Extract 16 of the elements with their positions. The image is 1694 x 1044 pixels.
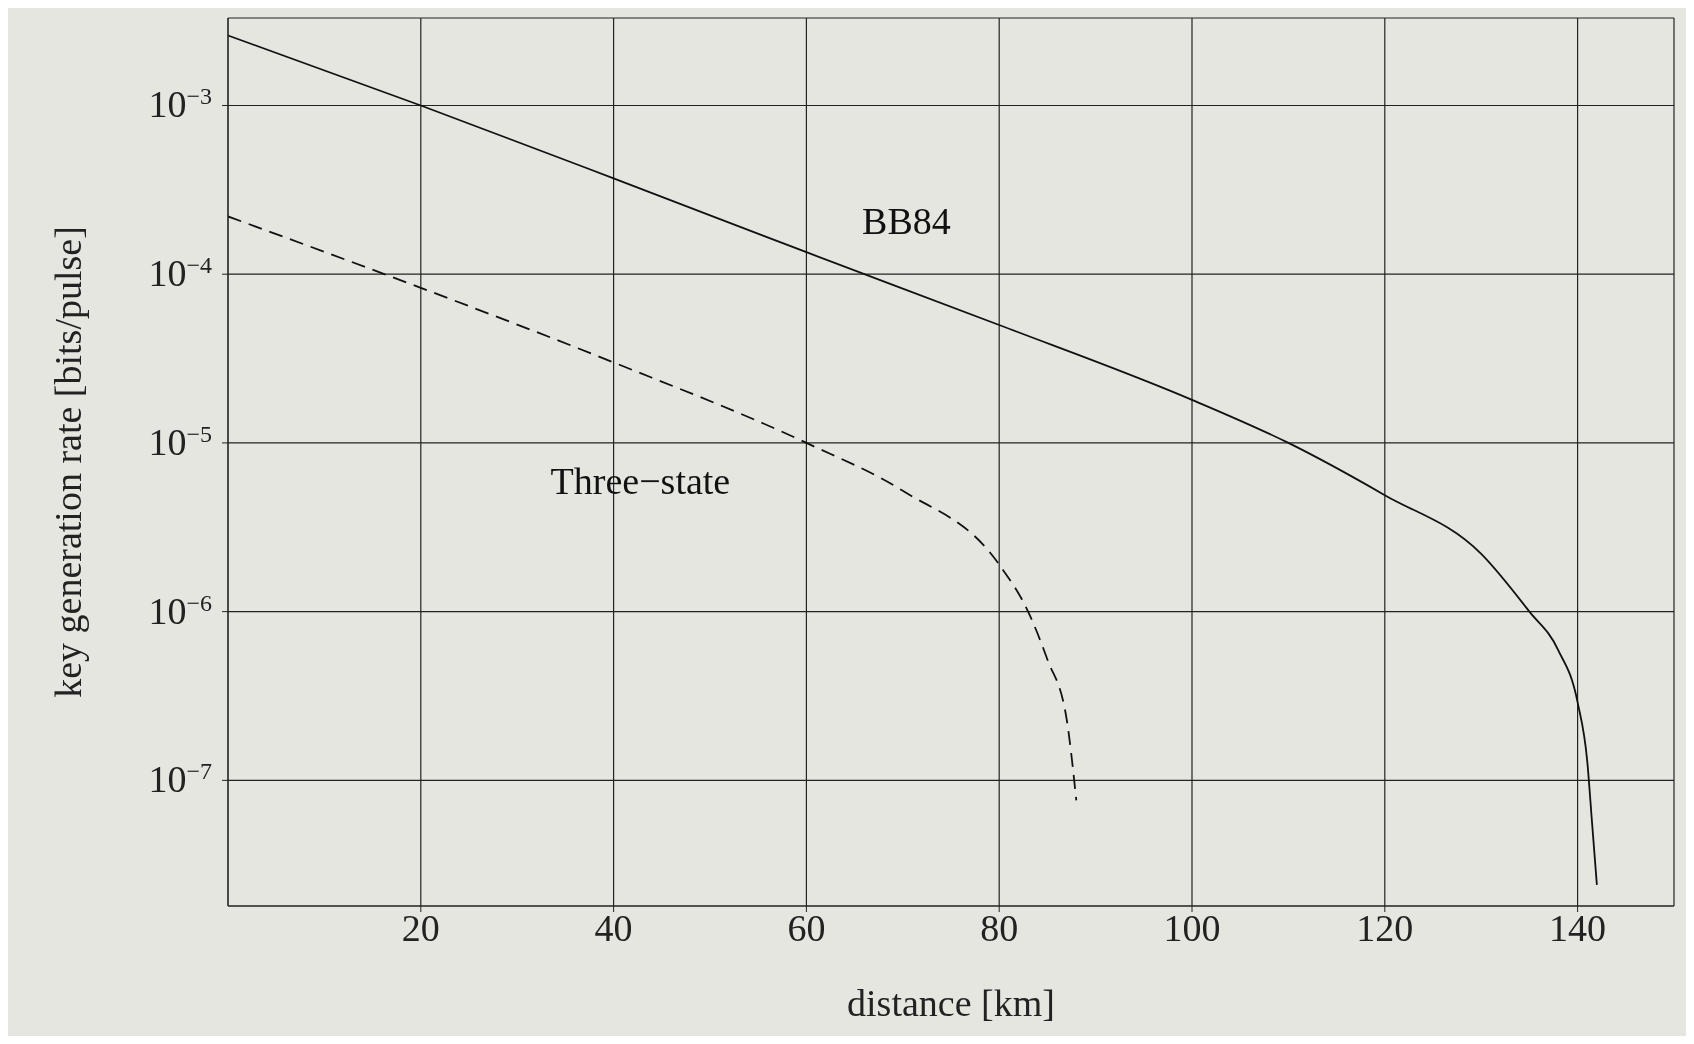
x-tick-label: 80 bbox=[980, 906, 1019, 949]
x-tick-label: 120 bbox=[1356, 906, 1414, 949]
y-tick-label: 10$^{−5}$ bbox=[148, 420, 212, 463]
y-tick-label: 10$^{−4}$ bbox=[148, 252, 212, 295]
y-axis-title: key generation rate [bits/pulse] bbox=[47, 226, 90, 698]
x-tick-label: 40 bbox=[594, 906, 633, 949]
x-tick-label: 100 bbox=[1163, 906, 1221, 949]
series-label: BB84 bbox=[862, 200, 951, 243]
y-tick-label: 10$^{−7}$ bbox=[148, 758, 212, 801]
y-tick-label: 10$^{−3}$ bbox=[148, 83, 212, 126]
x-axis-title: distance [km] bbox=[847, 982, 1055, 1024]
x-tick-label: 140 bbox=[1549, 906, 1607, 949]
y-tick-label: 10$^{−6}$ bbox=[148, 589, 212, 632]
line-series bbox=[228, 34, 1598, 886]
x-tick-label: 60 bbox=[787, 906, 826, 949]
x-tick-label: 20 bbox=[401, 906, 440, 949]
